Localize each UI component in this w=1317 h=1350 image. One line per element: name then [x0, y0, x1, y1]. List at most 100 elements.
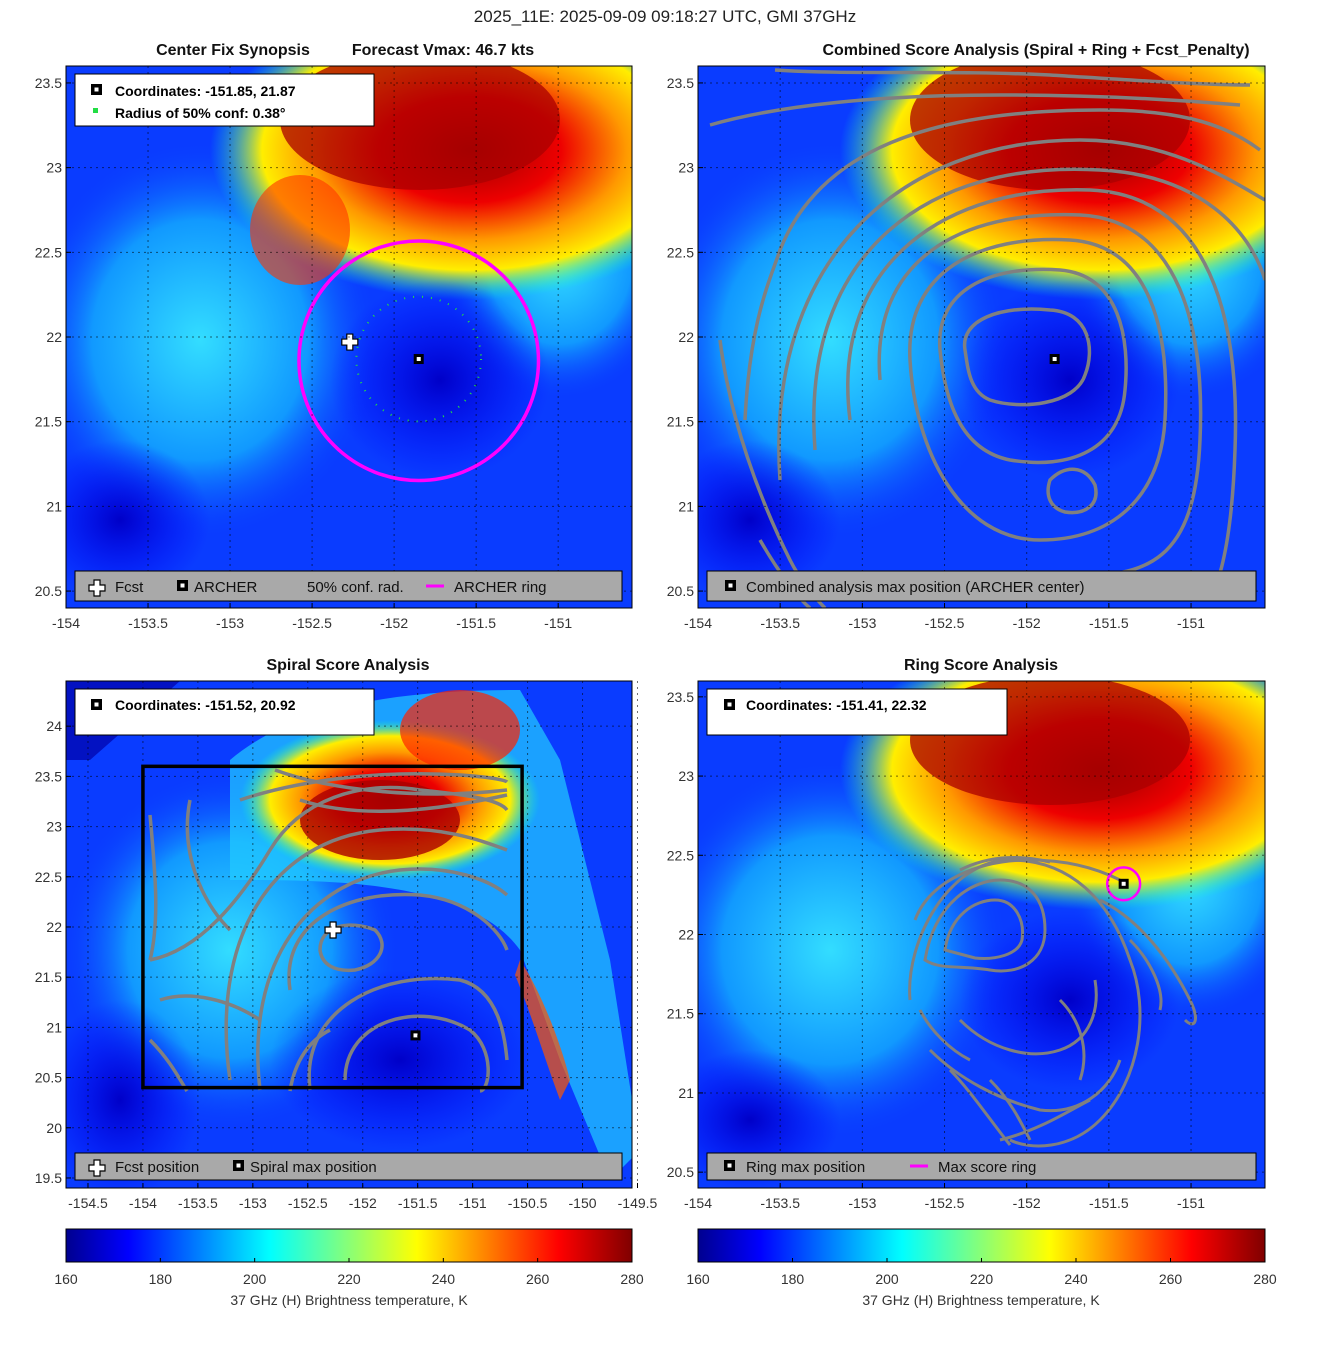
- ytick-label: 21.5: [35, 414, 62, 430]
- colorbar-tick-label: 200: [875, 1271, 899, 1287]
- panel-b-title: Combined Score Analysis (Spiral + Ring +…: [822, 42, 1249, 59]
- legend-ring-max: Ring max position: [746, 1159, 865, 1176]
- colorbar-tick-label: 260: [526, 1271, 550, 1287]
- panel-b-legend: [706, 570, 1257, 602]
- conf-radius-circle: [355, 295, 483, 423]
- panel-a-heatmap: [66, 66, 632, 608]
- colorbar-right-label: 37 GHz (H) Brightness temperature, K: [862, 1292, 1100, 1308]
- ytick-label: 21.5: [667, 414, 694, 430]
- panel-d-xticks: -154 -153.5 -153 -152.5 -152 -151.5 -151: [684, 1183, 1205, 1211]
- colorbar-right: 160 180 200 220 240 260 280 37 GHz (H) Brightn…: [686, 1228, 1277, 1308]
- xtick-label: -151: [1177, 615, 1205, 631]
- ytick-label: 24: [46, 718, 62, 734]
- legend-fcst-position: Fcst position: [115, 1159, 199, 1176]
- xtick-label: -151: [459, 1195, 487, 1211]
- colorbar-tick-label: 180: [149, 1271, 173, 1287]
- ytick-label: 21: [678, 498, 694, 514]
- xtick-label: -154: [684, 1195, 712, 1211]
- panel-c-info-box: [74, 688, 375, 736]
- panel-a-yticks: 20.5 21 21.5 22 22.5 23 23.5: [35, 75, 71, 599]
- colorbar-tick-label: 160: [54, 1271, 78, 1287]
- ytick-label: 22.5: [667, 847, 694, 863]
- xtick-label: -151: [1177, 1195, 1205, 1211]
- xtick-label: -152: [1013, 615, 1041, 631]
- panel-b-xticks: -154 -153.5 -153 -152.5 -152 -151.5 -151: [684, 603, 1205, 631]
- combined-max-marker-inner: [1052, 357, 1057, 362]
- panel-d-heatmap: [698, 681, 1265, 1188]
- spiral-max-marker-inner: [413, 1033, 418, 1038]
- colorbar-tick-label: 240: [432, 1271, 456, 1287]
- panel-d-contours: [908, 855, 1197, 1148]
- xtick-label: -153: [239, 1195, 267, 1211]
- xtick-label: -150.5: [508, 1195, 548, 1211]
- colorbar-tick-label: 240: [1064, 1271, 1088, 1287]
- ytick-label: 23.5: [667, 75, 694, 91]
- ytick-label: 21: [678, 1085, 694, 1101]
- colorbar-right-ticks: 160 180 200 220 240 260 280: [686, 1258, 1277, 1287]
- ytick-label: 22: [678, 927, 694, 943]
- xtick-label: -153: [216, 615, 244, 631]
- colorbar-tick-label: 220: [970, 1271, 994, 1287]
- xtick-label: -151: [544, 615, 572, 631]
- legend-fcst: Fcst: [115, 579, 144, 596]
- xtick-label: -153.5: [178, 1195, 218, 1211]
- panel-c-xticks: -154.5 -154 -153.5 -153 -152.5 -152 -151.5 -151…: [68, 1183, 658, 1211]
- ytick-label: 21: [46, 498, 62, 514]
- panel-c-title: Spiral Score Analysis: [266, 657, 429, 674]
- xtick-label: -153.5: [128, 615, 168, 631]
- panel-c-frame: [65, 680, 633, 1189]
- ytick-label: 20.5: [35, 1070, 62, 1086]
- colorbar-tick-label: 280: [620, 1271, 644, 1287]
- xtick-label: -153: [848, 615, 876, 631]
- panel-b-yticks: 20.5 21 21.5 22 22.5 23 23.5: [667, 75, 703, 599]
- panel-combined-score: Combined Score Analysis (Spiral + Ring +…: [667, 42, 1266, 631]
- ytick-label: 20.5: [667, 583, 694, 599]
- panel-b-heatmap: [698, 66, 1265, 608]
- ring-max-marker-inner: [1121, 881, 1126, 886]
- xtick-label: -153.5: [760, 615, 800, 631]
- colorbar-tick-label: 220: [337, 1271, 361, 1287]
- colorbar-left: 160 180 200 220 240 260 280 37 GHz (H) Brightn…: [54, 1228, 644, 1308]
- colorbar-tick-label: 260: [1159, 1271, 1183, 1287]
- panel-d-info-box: [706, 688, 1008, 736]
- ytick-label: 22.5: [667, 244, 694, 260]
- ytick-label: 23: [46, 819, 62, 835]
- panel-d-legend: [706, 1152, 1257, 1181]
- max-score-ring: [1105, 866, 1142, 902]
- xtick-label: -151.5: [398, 1195, 438, 1211]
- archer-ring: [297, 239, 541, 483]
- ytick-label: 22: [46, 329, 62, 345]
- legend-archer-ring: ARCHER ring: [454, 579, 547, 596]
- archer-center-marker-inner: [416, 357, 421, 362]
- ytick-label: 22.5: [35, 869, 62, 885]
- ytick-label: 19.5: [35, 1170, 62, 1186]
- ytick-label: 23: [678, 768, 694, 784]
- xtick-label: -152.5: [925, 1195, 965, 1211]
- ytick-label: 20.5: [667, 1164, 694, 1180]
- xtick-label: -149.5: [618, 1195, 658, 1211]
- panel-c-coordinates: Coordinates: -151.52, 20.92: [115, 697, 296, 713]
- xtick-label: -152.5: [292, 615, 332, 631]
- ytick-label: 23: [46, 160, 62, 176]
- panel-center-fix-synopsis: Center Fix Synopsis Forecast Vmax: 46.7 …: [35, 42, 633, 631]
- legend-max-score-ring: Max score ring: [938, 1159, 1036, 1176]
- fcst-position-marker: [341, 333, 359, 351]
- panel-d-yticks: 20.5 21 21.5 22 22.5 23 23.5: [667, 689, 703, 1180]
- ytick-label: 22.5: [35, 244, 62, 260]
- panel-d-coordinates: Coordinates: -151.41, 22.32: [746, 697, 927, 713]
- colorbar-tick-label: 180: [781, 1271, 805, 1287]
- ytick-label: 23.5: [35, 75, 62, 91]
- panel-d-markers: [1105, 866, 1142, 902]
- panel-b-markers: [1049, 354, 1060, 365]
- xtick-label: -154.5: [68, 1195, 108, 1211]
- panel-a-xticks: -154 -153.5 -153 -152.5 -152 -151.5 -151: [52, 603, 572, 631]
- xtick-label: -152: [380, 615, 408, 631]
- xtick-label: -150: [569, 1195, 597, 1211]
- xtick-label: -152: [349, 1195, 377, 1211]
- colorbar-left-ticks: 160 180 200 220 240 260 280: [54, 1258, 644, 1287]
- xtick-label: -152.5: [925, 615, 965, 631]
- panel-d-title: Ring Score Analysis: [904, 657, 1058, 674]
- fcst-cross-icon: [88, 579, 106, 597]
- panel-c-heatmap: [66, 681, 632, 1188]
- ytick-label: 21.5: [667, 1006, 694, 1022]
